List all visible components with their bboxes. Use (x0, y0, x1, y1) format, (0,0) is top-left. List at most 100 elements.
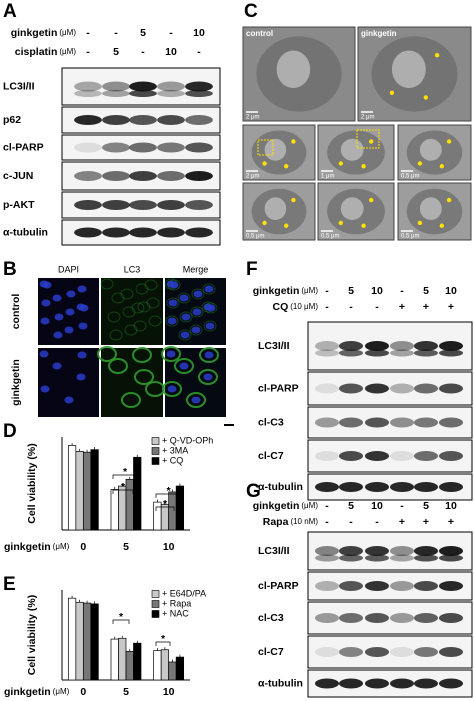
lane-label: - (197, 46, 201, 58)
band (389, 383, 415, 394)
row-label: ginkgetin (10, 359, 22, 406)
band (314, 554, 340, 562)
significance-bracket (155, 641, 171, 646)
band (438, 383, 464, 394)
autophagosome-marker (291, 139, 296, 144)
nucleus (77, 285, 87, 293)
band (413, 678, 439, 689)
lane-label: 10 (193, 27, 205, 39)
band (338, 341, 364, 351)
scale-label: 0.5 μm (246, 234, 264, 240)
lc3-signal (107, 311, 121, 323)
nucleus (179, 294, 189, 302)
band (129, 227, 157, 238)
treatment-label: ginkgetin (μM) (253, 285, 319, 297)
legend-label: + CQ (162, 455, 183, 465)
bar (82, 602, 92, 681)
treatment-name: ginkgetin (253, 500, 300, 512)
autophagosome-marker (417, 161, 423, 166)
em-label: ginkgetin (361, 29, 397, 38)
autophagosome-marker (361, 223, 366, 228)
lane-label: 10 (371, 500, 383, 512)
blot-label: cl-C7 (258, 450, 284, 462)
bar (67, 445, 77, 531)
lane-label: - (169, 27, 173, 39)
band (338, 482, 364, 492)
bar (175, 485, 185, 531)
lc3-signal (134, 369, 154, 385)
bar (153, 501, 162, 531)
band (413, 341, 439, 351)
bar (90, 449, 99, 531)
nucleus (192, 308, 202, 316)
nucleus (76, 373, 86, 381)
lane-label: + (399, 516, 405, 528)
lane-label: - (400, 500, 404, 512)
nucleus (77, 351, 87, 359)
nucleus (206, 304, 216, 312)
band (389, 349, 415, 357)
nucleus (78, 322, 88, 330)
nucleus (53, 331, 63, 339)
band (314, 482, 340, 492)
band (364, 554, 390, 562)
lc3-signal (165, 315, 179, 327)
band (413, 581, 439, 591)
legend-label: + E64D/PA (162, 588, 206, 598)
lane-label: - (349, 516, 353, 528)
band (389, 613, 415, 623)
band (74, 115, 102, 125)
significance-bracket (155, 493, 182, 498)
lane-label: + (448, 301, 454, 313)
band (338, 554, 364, 562)
significance-bracket (112, 619, 130, 624)
band (364, 581, 390, 591)
lc3-signal (146, 297, 160, 309)
band (438, 341, 464, 351)
x-tick-label: 5 (123, 541, 129, 553)
treatment-unit: (10 μM) (290, 302, 318, 311)
treatment-unit: (μM) (59, 28, 76, 37)
lc3-signal (120, 288, 134, 300)
band (438, 554, 464, 562)
scale-label: 2 μm (246, 174, 259, 180)
band (157, 227, 185, 238)
significance-bracket (155, 506, 175, 511)
nucleus (52, 294, 62, 302)
autophagosome-marker (338, 161, 343, 166)
x-axis-label: ginkgetin (μM) (4, 541, 70, 553)
lc3-signal (199, 347, 219, 363)
lc3-signal (100, 278, 114, 290)
scale-label: 1 μm (321, 174, 334, 180)
lc3-signal (204, 302, 218, 314)
band (102, 200, 130, 210)
x-tick-label: 10 (163, 541, 175, 553)
blot-label: cl-PARP (3, 141, 44, 153)
band (102, 171, 130, 181)
significance-bracket (112, 474, 138, 479)
band (129, 171, 157, 181)
band (74, 142, 102, 153)
blot-label: α-tubulin (258, 481, 303, 493)
lc3-signal (124, 324, 138, 336)
nucleus (167, 317, 177, 325)
band (129, 90, 157, 97)
bar (110, 489, 119, 531)
band (314, 341, 340, 351)
band (364, 678, 390, 689)
zoom-box (356, 129, 380, 149)
lane-label: + (448, 516, 454, 528)
band (102, 142, 130, 153)
bar (90, 603, 99, 681)
treatment-unit: (μM) (301, 501, 318, 510)
panel-label: D (3, 421, 17, 442)
lane-label: - (141, 46, 145, 58)
nucleus (79, 304, 89, 312)
autophagosome-marker (369, 139, 374, 144)
band (364, 349, 390, 357)
bar (175, 656, 185, 681)
band (389, 554, 415, 562)
band (338, 417, 364, 428)
lc3-signal (167, 279, 181, 291)
bar (75, 601, 84, 681)
